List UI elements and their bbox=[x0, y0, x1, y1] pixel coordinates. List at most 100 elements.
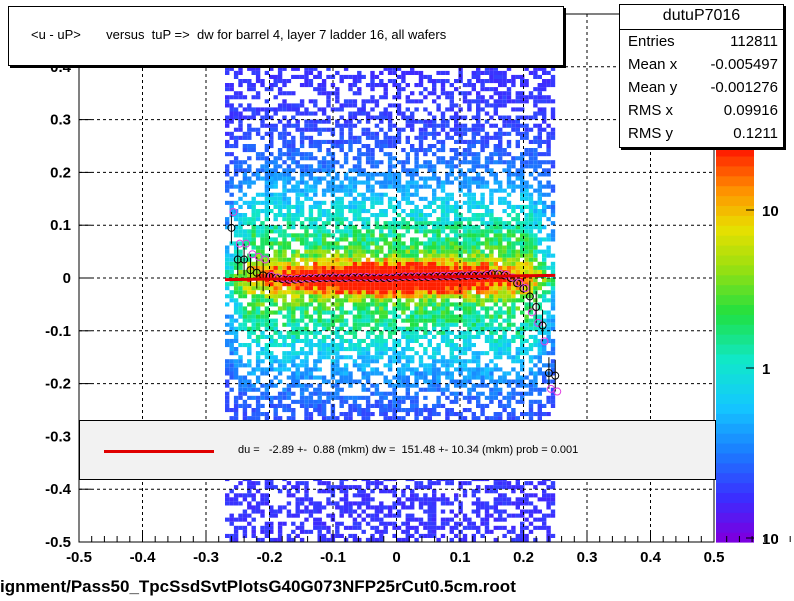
heatmap-cell bbox=[335, 257, 340, 262]
heatmap-cell bbox=[370, 164, 375, 169]
heatmap-cell bbox=[410, 525, 415, 530]
heatmap-cell bbox=[467, 79, 472, 84]
heatmap-cell bbox=[247, 176, 252, 181]
heatmap-cell bbox=[379, 196, 384, 201]
heatmap-cell bbox=[321, 111, 327, 116]
heatmap-cell bbox=[343, 497, 349, 502]
heatmap-cell bbox=[410, 359, 415, 364]
heatmap-cell bbox=[484, 79, 490, 84]
heatmap-cell bbox=[304, 111, 309, 116]
heatmap-cell bbox=[405, 192, 410, 197]
heatmap-cell bbox=[423, 87, 428, 92]
heatmap-cell bbox=[282, 338, 287, 343]
heatmap-cell bbox=[251, 485, 256, 490]
heatmap-cell bbox=[295, 160, 300, 165]
heatmap-cell bbox=[401, 265, 406, 270]
heatmap-cell bbox=[374, 196, 380, 201]
heatmap-cell bbox=[449, 95, 454, 100]
heatmap-cell bbox=[295, 290, 300, 295]
heatmap-cell bbox=[313, 399, 318, 404]
heatmap-cell bbox=[357, 111, 362, 116]
heatmap-cell bbox=[401, 367, 406, 372]
heatmap-cell bbox=[313, 294, 318, 299]
heatmap-cell bbox=[361, 347, 366, 352]
heatmap-cell bbox=[273, 513, 278, 518]
heatmap-cell bbox=[251, 371, 256, 376]
heatmap-cell bbox=[432, 261, 437, 266]
heatmap-cell bbox=[458, 74, 463, 79]
heatmap-cell bbox=[405, 172, 410, 177]
heatmap-cell bbox=[418, 176, 424, 181]
heatmap-cell bbox=[225, 269, 230, 274]
heatmap-cell bbox=[480, 261, 485, 266]
heatmap-cell bbox=[282, 343, 287, 348]
heatmap-cell bbox=[365, 286, 371, 291]
heatmap-cell bbox=[264, 286, 270, 291]
heatmap-cell bbox=[484, 135, 490, 140]
heatmap-cell bbox=[423, 334, 428, 339]
heatmap-cell bbox=[352, 91, 358, 96]
heatmap-cell bbox=[493, 395, 498, 400]
heatmap-cell bbox=[423, 290, 428, 295]
heatmap-cell bbox=[357, 79, 362, 84]
heatmap-cell bbox=[365, 261, 371, 266]
heatmap-cell bbox=[467, 391, 472, 396]
heatmap-cell bbox=[458, 172, 463, 177]
heatmap-cell bbox=[326, 139, 331, 144]
heatmap-cell bbox=[401, 306, 406, 311]
heatmap-cell bbox=[379, 408, 384, 413]
heatmap-cell bbox=[476, 282, 481, 287]
heatmap-cell bbox=[484, 156, 490, 161]
heatmap-cell bbox=[493, 367, 498, 372]
heatmap-cell bbox=[247, 164, 252, 169]
heatmap-cell bbox=[418, 533, 424, 538]
heatmap-cell bbox=[238, 322, 243, 327]
heatmap-cell bbox=[348, 383, 353, 388]
heatmap-cell bbox=[295, 367, 300, 372]
heatmap-cell bbox=[255, 217, 261, 222]
heatmap-cell bbox=[295, 261, 300, 266]
heatmap-cell bbox=[392, 343, 397, 348]
heatmap-cell bbox=[387, 135, 393, 140]
heatmap-cell bbox=[357, 233, 362, 238]
heatmap-cell bbox=[383, 403, 388, 408]
heatmap-cell bbox=[449, 537, 454, 542]
heatmap-cell bbox=[304, 66, 309, 71]
heatmap-cell bbox=[374, 485, 380, 490]
heatmap-cell bbox=[321, 225, 327, 230]
heatmap-cell bbox=[291, 168, 296, 173]
heatmap-cell bbox=[401, 371, 406, 376]
heatmap-cell bbox=[493, 330, 498, 335]
heatmap-cell bbox=[401, 87, 406, 92]
heatmap-cell bbox=[282, 265, 287, 270]
heatmap-cell bbox=[330, 383, 336, 388]
heatmap-cell bbox=[264, 176, 270, 181]
heatmap-cell bbox=[348, 249, 353, 254]
heatmap-cell bbox=[432, 115, 437, 120]
heatmap-cell bbox=[405, 200, 410, 205]
heatmap-cell bbox=[449, 294, 454, 299]
heatmap-cell bbox=[401, 245, 406, 250]
heatmap-cell bbox=[286, 318, 292, 323]
heatmap-cell bbox=[273, 156, 278, 161]
heatmap-cell bbox=[467, 318, 472, 323]
heatmap-cell bbox=[339, 184, 344, 189]
heatmap-cell bbox=[317, 261, 322, 266]
heatmap-cell bbox=[467, 286, 472, 291]
heatmap-cell bbox=[383, 416, 388, 421]
heatmap-cell bbox=[370, 261, 375, 266]
heatmap-cell bbox=[374, 351, 380, 356]
heatmap-cell bbox=[427, 164, 432, 169]
heatmap-cell bbox=[365, 399, 371, 404]
heatmap-cell bbox=[264, 217, 270, 222]
heatmap-cell bbox=[233, 310, 239, 315]
heatmap-cell bbox=[476, 233, 481, 238]
heatmap-cell bbox=[480, 213, 485, 218]
heatmap-cell bbox=[260, 318, 265, 323]
heatmap-cell bbox=[436, 180, 441, 185]
heatmap-cell bbox=[423, 403, 428, 408]
heatmap-cell bbox=[317, 245, 322, 250]
heatmap-cell bbox=[392, 391, 397, 396]
heatmap-cell bbox=[357, 306, 362, 311]
heatmap-cell bbox=[238, 481, 243, 486]
